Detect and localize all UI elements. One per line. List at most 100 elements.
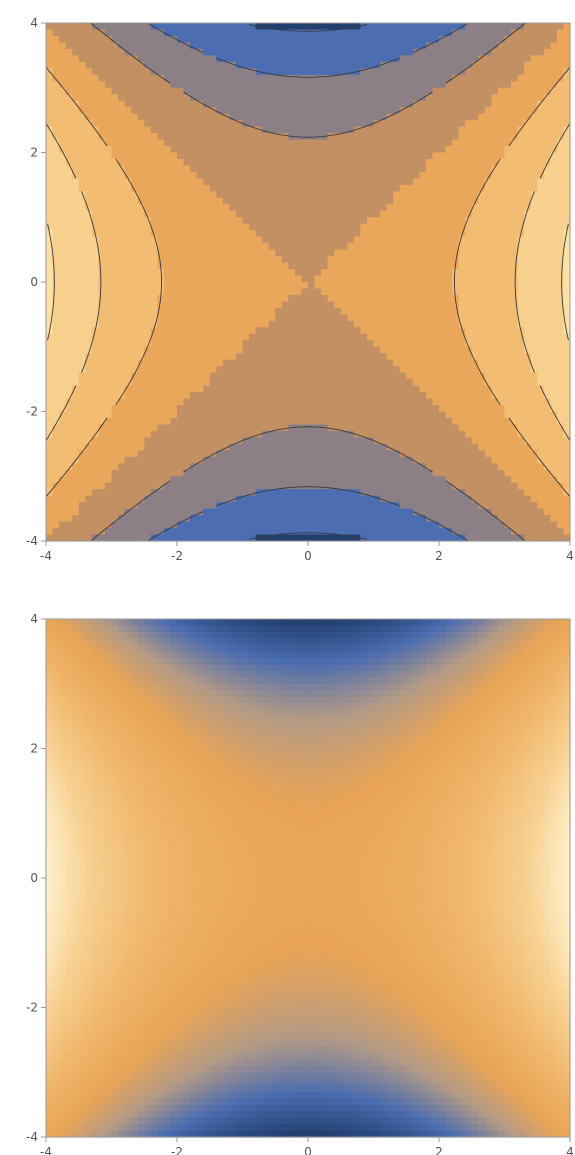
contour-band-cell	[517, 113, 525, 121]
contour-band-cell	[484, 256, 492, 264]
contour-band-cell	[203, 23, 211, 31]
contour-band-cell	[262, 307, 270, 315]
contour-band-cell	[530, 210, 538, 218]
contour-band-cell	[380, 243, 388, 251]
contour-band-cell	[144, 405, 152, 413]
contour-band-cell	[98, 243, 106, 251]
contour-band-cell	[294, 87, 303, 95]
contour-band-cell	[150, 94, 158, 102]
contour-band-cell	[196, 178, 204, 186]
contour-band-cell	[386, 353, 394, 361]
contour-band-cell	[209, 236, 217, 244]
contour-band-cell	[321, 87, 329, 95]
contour-band-cell	[497, 411, 506, 419]
contour-band-cell	[131, 165, 139, 173]
contour-band-cell	[484, 230, 492, 238]
contour-band-cell	[386, 120, 394, 128]
contour-band-cell	[46, 385, 54, 393]
contour-band-cell	[59, 55, 67, 63]
contour-band-cell	[229, 139, 237, 147]
contour-band-cell	[340, 262, 348, 270]
contour-band-cell	[419, 35, 427, 44]
contour-band-cell	[78, 424, 86, 432]
contour-band-cell	[104, 327, 113, 335]
contour-band-cell	[203, 385, 211, 393]
contour-band-cell	[190, 359, 198, 367]
contour-band-cell	[137, 340, 145, 348]
contour-band-cell	[163, 217, 172, 225]
contour-band-cell	[262, 107, 270, 115]
contour-band-cell	[478, 320, 486, 328]
contour-band-cell	[406, 74, 414, 82]
contour-band-cell	[65, 294, 73, 303]
contour-band-cell	[452, 385, 460, 393]
contour-band-cell	[366, 366, 375, 374]
contour-band-cell	[399, 35, 407, 44]
contour-band-cell	[334, 107, 342, 115]
contour-band-cell	[458, 333, 466, 341]
contour-band-cell	[262, 243, 270, 251]
contour-band-cell	[78, 314, 86, 322]
contour-band-cell	[288, 68, 296, 76]
contour-band-cell	[399, 411, 407, 419]
contour-band-cell	[170, 48, 178, 56]
contour-band-cell	[445, 327, 453, 335]
contour-band-cell	[196, 366, 204, 374]
contour-band-cell	[347, 333, 355, 341]
contour-band-cell	[262, 48, 270, 56]
contour-band-cell	[301, 107, 309, 115]
contour-band-cell	[242, 29, 250, 37]
contour-band-cell	[465, 405, 473, 413]
contour-band-cell	[118, 417, 126, 426]
contour-band-cell	[59, 223, 67, 231]
contour-band-cell	[216, 23, 224, 31]
contour-band-cell	[327, 23, 335, 31]
contour-band-cell	[163, 320, 172, 328]
contour-band-cell	[294, 35, 303, 44]
contour-band-cell	[556, 301, 565, 309]
contour-band-cell	[196, 398, 204, 406]
contour-band-cell	[465, 55, 473, 63]
contour-band-cell	[216, 61, 224, 69]
contour-band-cell	[308, 417, 316, 426]
contour-band-cell	[203, 48, 211, 56]
contour-band-cell	[255, 120, 263, 128]
contour-band-cell	[294, 327, 303, 335]
contour-band-cell	[432, 398, 440, 406]
contour-band-cell	[452, 223, 460, 231]
contour-band-cell	[314, 282, 322, 290]
contour-band-cell	[294, 243, 303, 251]
contour-band-cell	[275, 398, 283, 406]
contour-band-cell	[511, 191, 519, 199]
contour-band-cell	[111, 333, 119, 341]
contour-band-cell	[543, 23, 551, 31]
contour-band-cell	[419, 405, 427, 413]
contour-band-cell	[144, 61, 152, 69]
contour-band-cell	[393, 113, 401, 121]
contour-band-cell	[491, 68, 499, 76]
contour-band-cell	[281, 146, 289, 154]
contour-band-cell	[137, 184, 145, 192]
contour-band-cell	[72, 158, 80, 167]
contour-band-cell	[556, 249, 565, 257]
contour-band-cell	[235, 113, 244, 121]
contour-band-cell	[137, 366, 145, 374]
contour-band-cell	[360, 61, 368, 69]
contour-band-cell	[537, 74, 545, 82]
contour-band-cell	[222, 191, 230, 199]
contour-band-cell	[177, 288, 185, 296]
contour-band-cell	[393, 81, 401, 89]
contour-band-cell	[439, 165, 447, 173]
contour-band-cell	[380, 113, 388, 121]
contour-band-cell	[419, 288, 427, 296]
contour-band-cell	[458, 366, 466, 374]
contour-band-cell	[452, 107, 460, 115]
contour-band-cell	[524, 301, 532, 309]
contour-band-cell	[91, 405, 99, 413]
contour-band-cell	[366, 61, 375, 69]
contour-band-cell	[406, 191, 414, 199]
contour-band-cell	[242, 100, 250, 108]
contour-band-cell	[497, 223, 506, 231]
contour-band-cell	[563, 294, 571, 303]
contour-band-cell	[504, 165, 512, 173]
